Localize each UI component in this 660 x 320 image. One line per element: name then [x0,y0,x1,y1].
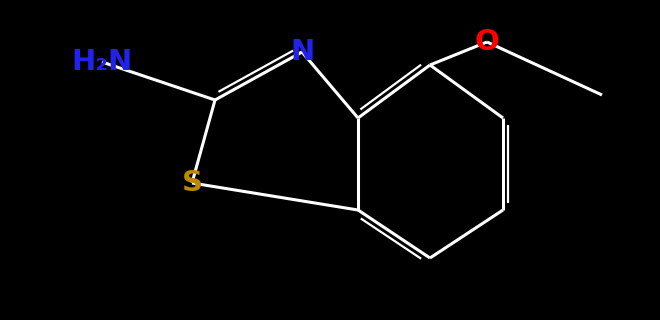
Text: N: N [290,38,314,66]
Text: O: O [475,28,500,56]
Text: H₂N: H₂N [71,48,133,76]
Text: S: S [182,169,203,197]
